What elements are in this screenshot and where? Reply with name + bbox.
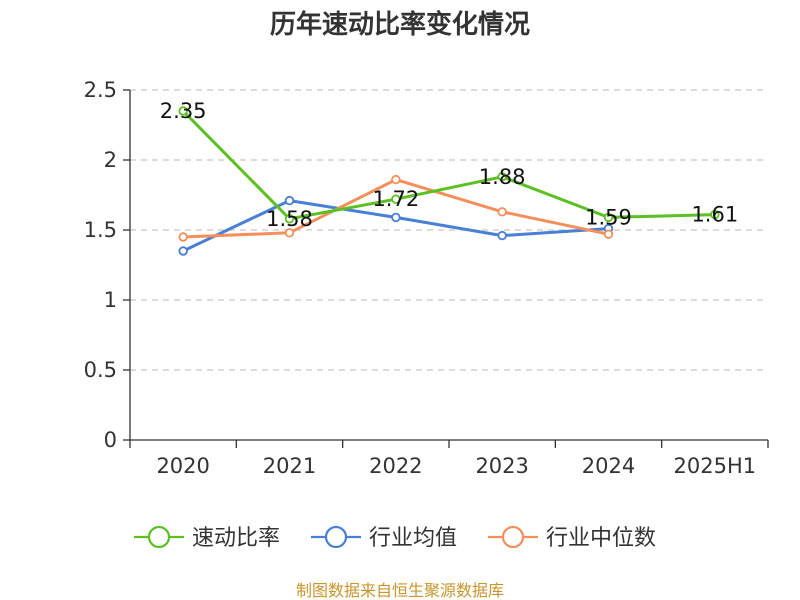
series-2 (178, 195, 614, 256)
legend-marker (324, 525, 348, 549)
data-point (178, 232, 188, 242)
y-tick-label: 2.5 (84, 78, 117, 102)
y-tick-label: 1.5 (84, 218, 117, 242)
legend-item: 行业均值 (311, 525, 457, 551)
x-tick-label: 2024 (582, 454, 635, 478)
y-tick-label: 1 (104, 288, 117, 312)
x-tick-label: 2025H1 (674, 454, 757, 478)
x-tick-label: 2021 (263, 454, 316, 478)
legend-item: 速动比率 (134, 525, 280, 551)
data-label: 2.35 (160, 99, 207, 123)
series-1 (178, 106, 720, 224)
data-label: 1.59 (585, 205, 632, 229)
data-point (391, 194, 401, 204)
chart-title: 历年速动比率变化情况 (270, 9, 530, 40)
legend-label: 行业中位数 (546, 526, 656, 551)
y-tick-label: 0 (104, 428, 117, 452)
series-3 (178, 174, 614, 242)
data-label: 1.88 (479, 165, 526, 189)
data-point (178, 246, 188, 256)
series-layer (178, 106, 720, 256)
legend-marker (501, 525, 525, 549)
axes: 0 0.5 1 1.5 2 2.5 2020 2021 2022 2023 2024 2025H1 (84, 78, 769, 478)
legend: 速动比率 行业均值 行业中位数 (134, 525, 656, 551)
data-point (497, 172, 507, 182)
source-note: 制图数据来自恒生聚源数据库 (296, 581, 504, 600)
data-label: 1.72 (372, 187, 419, 211)
data-point (284, 195, 295, 206)
data-point (497, 207, 507, 217)
legend-label: 速动比率 (192, 526, 280, 551)
data-point (603, 212, 614, 223)
data-point (603, 229, 614, 239)
series-line (182, 109, 715, 221)
y-tick-label: 2 (104, 148, 117, 172)
data-point (284, 214, 295, 224)
data-point (710, 209, 720, 220)
data-point (284, 228, 295, 238)
data-point (497, 230, 507, 241)
data-label: 1.61 (691, 203, 738, 227)
legend-marker (147, 525, 171, 549)
x-tick-label: 2023 (475, 454, 528, 478)
data-labels: 2.35 1.58 1.72 1.88 1.59 1.61 (160, 99, 738, 231)
data-point (391, 212, 401, 223)
grid-lines (130, 89, 768, 371)
legend-label: 行业均值 (369, 526, 457, 551)
x-tick-label: 2020 (156, 454, 209, 478)
legend-item: 行业中位数 (488, 525, 656, 551)
data-point (391, 174, 401, 185)
data-label: 1.58 (266, 207, 313, 231)
data-point (178, 106, 188, 116)
x-tick-label: 2022 (369, 454, 422, 478)
y-tick-label: 0.5 (84, 358, 117, 382)
